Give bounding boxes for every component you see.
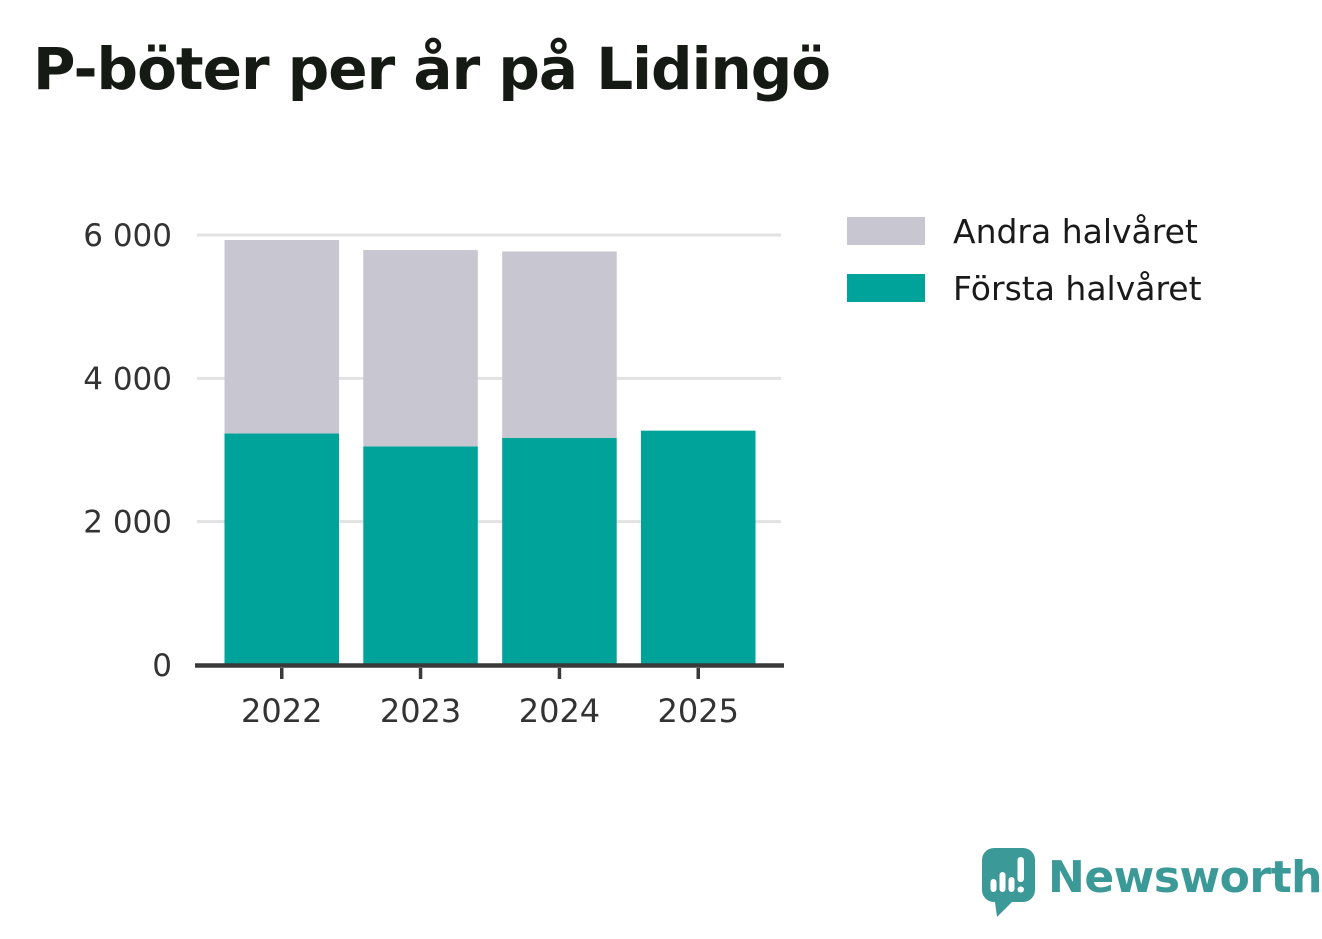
y-tick-label-4000: 4 000 <box>83 361 172 397</box>
chart-title: P-böter per år på Lidingö <box>33 35 831 103</box>
x-tick-label-2023: 2023 <box>380 692 461 730</box>
legend-label-forsta-halvaret: Första halvåret <box>953 268 1202 308</box>
y-tick-label-6000: 6 000 <box>83 218 172 254</box>
stacked-bar-chart: 2022 2023 2024 2025 0 2 000 4 000 6 000 <box>83 218 784 730</box>
bar-segment-2023 <box>363 446 478 665</box>
newsworthy-logo-icon <box>982 848 1035 917</box>
x-tick-label-2024: 2024 <box>519 692 600 730</box>
bar-segment-2022 <box>224 240 339 434</box>
brand-footer: Newsworthy <box>982 848 1322 917</box>
legend-label-andra-halvaret: Andra halvåret <box>953 211 1198 251</box>
y-tick-label-2000: 2 000 <box>83 505 172 541</box>
bar-segment-2024 <box>502 251 617 438</box>
legend-item-forsta-halvaret: Första halvåret <box>847 269 1202 308</box>
x-tick-label-2025: 2025 <box>658 692 739 730</box>
legend-item-andra-halvaret: Andra halvåret <box>847 212 1202 251</box>
legend-swatch-forsta-halvaret <box>847 274 925 302</box>
legend-swatch-andra-halvaret <box>847 217 925 245</box>
chart-legend: Andra halvåret Första halvåret <box>847 212 1202 331</box>
brand-wordmark: Newsworthy <box>1048 852 1322 903</box>
x-tick-label-2022: 2022 <box>241 692 322 730</box>
bar-segment-2023 <box>363 250 478 447</box>
bar-segment-2022 <box>224 433 339 665</box>
y-tick-label-0: 0 <box>152 648 172 684</box>
bar-segment-2025 <box>641 430 756 665</box>
bar-segment-2024 <box>502 437 617 665</box>
